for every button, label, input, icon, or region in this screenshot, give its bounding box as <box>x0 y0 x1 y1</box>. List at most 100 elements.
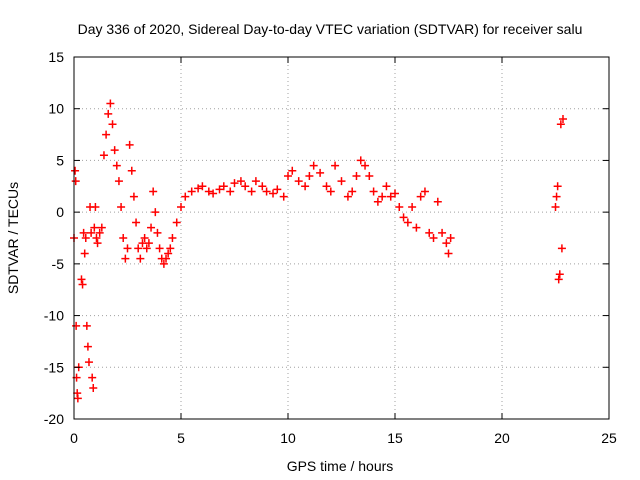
data-point <box>110 146 119 155</box>
data-point <box>121 254 130 263</box>
data-point <box>378 192 387 201</box>
data-point <box>142 244 151 253</box>
x-axis-label: GPS time / hours <box>287 458 394 474</box>
plot-frame <box>73 56 610 420</box>
x-tick-label: 5 <box>177 430 185 446</box>
data-point <box>71 177 80 186</box>
data-point <box>294 177 303 186</box>
data-point <box>129 192 138 201</box>
data-point <box>125 140 134 149</box>
data-point <box>187 187 196 196</box>
data-point <box>555 270 564 279</box>
data-point <box>305 171 314 180</box>
data-point <box>81 234 90 242</box>
data-point <box>106 99 115 108</box>
data-point <box>369 187 378 196</box>
data-point <box>226 187 235 196</box>
y-tick-label: 5 <box>56 152 64 168</box>
y-tick-label: -15 <box>44 359 64 375</box>
x-tick-label: 15 <box>387 430 403 446</box>
data-point <box>352 171 361 180</box>
data-point <box>373 197 382 206</box>
data-point <box>219 182 228 191</box>
data-point <box>95 228 104 237</box>
data-point <box>284 171 292 180</box>
data-point <box>78 280 87 289</box>
data-point <box>558 115 567 124</box>
data-point <box>93 239 102 248</box>
x-tick-label: 0 <box>70 430 78 446</box>
y-tick-label: -20 <box>44 411 64 427</box>
data-point <box>273 185 282 194</box>
data-point <box>83 342 92 351</box>
data-point <box>361 161 370 170</box>
data-point <box>159 259 168 268</box>
data-point <box>438 228 447 237</box>
data-point <box>553 182 562 191</box>
data-point <box>331 161 340 170</box>
data-point <box>552 192 561 201</box>
data-point <box>181 192 190 201</box>
data-point <box>382 182 391 191</box>
data-point <box>82 321 91 330</box>
data-point <box>554 275 563 284</box>
axis-ticks: 0 5 10 15 20 25 -20 -15 -10 -5 0 5 10 15 <box>44 49 617 446</box>
data-point <box>236 177 245 186</box>
data-point <box>433 197 442 206</box>
data-point <box>97 223 106 232</box>
data-point <box>551 202 560 211</box>
data-point <box>177 202 185 211</box>
data-point <box>90 223 99 232</box>
data-point <box>365 171 374 180</box>
data-point <box>112 161 121 170</box>
data-point <box>119 234 128 242</box>
data-point <box>155 244 164 253</box>
data-point <box>153 228 162 237</box>
data-point <box>164 249 173 258</box>
data-point <box>77 275 86 284</box>
data-point <box>399 213 408 222</box>
data-point <box>403 218 412 227</box>
data-point <box>140 234 149 242</box>
data-point <box>279 192 288 201</box>
data-point <box>151 208 160 217</box>
data-point <box>288 166 297 175</box>
data-point <box>149 187 158 196</box>
data-point <box>134 244 143 253</box>
data-point <box>114 177 123 186</box>
data-point <box>108 120 117 129</box>
data-point <box>194 184 203 193</box>
data-point <box>416 192 425 201</box>
data-point <box>429 234 438 242</box>
data-point <box>356 156 365 165</box>
data-point <box>215 185 224 194</box>
data-point <box>326 187 335 196</box>
data-point <box>162 254 171 263</box>
data-point <box>136 254 145 263</box>
data-point <box>343 192 352 201</box>
data-point <box>247 187 256 196</box>
data-point <box>395 202 404 211</box>
y-tick-label: 10 <box>48 101 64 117</box>
data-point <box>204 187 213 196</box>
data-point <box>408 202 417 211</box>
data-point <box>444 249 453 258</box>
x-tick-label: 20 <box>494 430 510 446</box>
data-point <box>316 168 325 177</box>
y-tick-label: -10 <box>44 308 64 324</box>
data-point <box>301 182 310 191</box>
data-point <box>230 179 239 188</box>
data-point <box>209 189 218 198</box>
data-point <box>262 187 271 196</box>
data-point <box>348 187 357 196</box>
data-point <box>71 166 80 175</box>
data-point <box>99 151 108 160</box>
data-point <box>556 120 565 129</box>
data-point <box>309 161 318 170</box>
data-point <box>88 373 97 382</box>
data-point <box>104 109 113 118</box>
data-point <box>391 189 399 198</box>
data-point <box>172 218 181 227</box>
data-point <box>420 187 429 196</box>
data-point <box>258 182 267 191</box>
